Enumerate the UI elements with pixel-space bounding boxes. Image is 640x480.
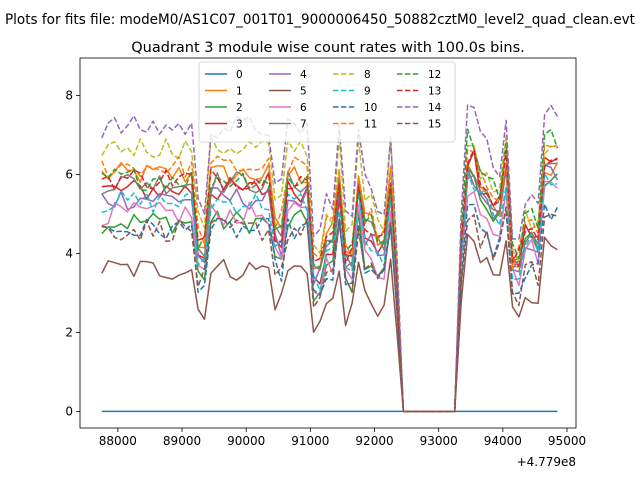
- y-tick-label: 4: [65, 246, 73, 260]
- y-tick-label: 0: [65, 404, 73, 418]
- y-tick-label: 6: [65, 167, 73, 181]
- legend-label: 14: [428, 102, 442, 114]
- legend-label: 15: [428, 119, 441, 131]
- legend-box: [198, 61, 456, 143]
- figure-suptitle: Plots for fits file: modeM0/AS1C07_001T0…: [5, 12, 635, 28]
- legend-label: 11: [364, 119, 377, 131]
- series-line-4: [101, 163, 559, 413]
- y-axis: 0 2 4 6 8: [65, 89, 80, 418]
- series-line-14: [101, 104, 559, 413]
- x-tick-label: 93000: [420, 434, 458, 448]
- series-line-15: [101, 206, 558, 413]
- legend-label: 3: [236, 119, 243, 131]
- legend-label: 8: [364, 69, 371, 81]
- legend-label: 6: [300, 102, 307, 114]
- legend-label: 1: [236, 86, 243, 98]
- y-tick-label: 8: [65, 89, 73, 103]
- legend-label: 13: [428, 86, 441, 98]
- x-offset-label: +4.779e8: [517, 455, 576, 469]
- x-tick-label: 92000: [355, 434, 393, 448]
- series-line-6: [101, 180, 558, 413]
- legend-label: 0: [236, 69, 243, 81]
- x-axis: 88000 89000 90000 91000 92000 93000 94000 95000: [99, 428, 586, 448]
- x-tick-label: 90000: [227, 434, 265, 448]
- legend-label: 9: [364, 86, 371, 98]
- legend-label: 2: [236, 102, 243, 114]
- legend-label: 10: [364, 102, 377, 114]
- legend-label: 12: [428, 69, 441, 81]
- series-lines: [101, 104, 559, 413]
- x-tick-label: 88000: [99, 434, 137, 448]
- legend-label: 4: [300, 69, 307, 81]
- legend-label: 5: [300, 86, 307, 98]
- series-line-5: [101, 233, 558, 413]
- x-tick-label: 94000: [484, 434, 522, 448]
- series-line-12: [101, 128, 559, 413]
- series-line-1: [101, 161, 559, 413]
- x-tick-label: 95000: [548, 434, 586, 448]
- legend-label: 7: [300, 119, 307, 131]
- series-line-9: [101, 171, 558, 413]
- chart-title: Quadrant 3 module wise count rates with …: [131, 40, 525, 56]
- x-tick-label: 91000: [291, 434, 329, 448]
- series-line-13: [101, 148, 558, 413]
- plot-frame: [79, 57, 577, 429]
- series-line-3: [101, 150, 558, 413]
- series-line-11: [101, 144, 558, 413]
- y-tick-label: 2: [65, 325, 73, 339]
- x-tick-label: 89000: [163, 434, 201, 448]
